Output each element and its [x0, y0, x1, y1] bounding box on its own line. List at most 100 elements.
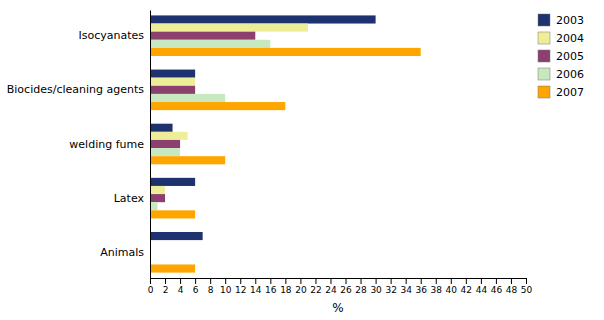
y-tick: welding fume [69, 138, 144, 151]
x-tick-mark [481, 278, 482, 284]
x-tick: 38 [431, 278, 443, 295]
x-tick: 8 [208, 278, 214, 295]
bar [150, 148, 180, 156]
bar [150, 70, 195, 78]
x-tick-label: 22 [310, 285, 321, 295]
x-tick-label: 38 [431, 285, 443, 295]
bar [150, 78, 195, 86]
x-tick-label: 30 [370, 285, 382, 295]
x-tick-mark [511, 278, 512, 284]
x-tick: 46 [491, 278, 503, 295]
x-tick: 12 [235, 278, 246, 295]
bar [150, 140, 180, 148]
legend-swatch [538, 68, 550, 80]
x-tick: 10 [220, 278, 232, 295]
bar-series [150, 32, 255, 203]
x-tick: 6 [193, 278, 199, 295]
x-tick: 0 [148, 278, 154, 295]
legend-item: 2007 [538, 86, 584, 99]
x-tick: 24 [325, 278, 337, 295]
x-tick: 42 [461, 278, 472, 295]
bar [150, 232, 203, 240]
y-tick: Animals [100, 246, 144, 259]
legend-label: 2007 [556, 86, 584, 99]
x-tick-mark [421, 278, 422, 284]
x-tick: 44 [476, 278, 488, 295]
x-tick-mark [361, 278, 362, 284]
y-tick: Isocyanates [78, 29, 144, 42]
plot-area: 0246810121416182022242628303234363840424… [7, 11, 533, 296]
bar [150, 24, 308, 32]
x-tick-label: 2 [163, 285, 169, 295]
legend-item: 2003 [538, 14, 584, 27]
bar [150, 264, 195, 272]
x-tick-label: 6 [193, 285, 199, 295]
x-tick: 40 [446, 278, 458, 295]
x-tick-label: 24 [325, 285, 337, 295]
legend-swatch [538, 14, 550, 26]
x-tick: 26 [340, 278, 352, 295]
bar-series [150, 40, 270, 211]
y-tick-label: Animals [100, 246, 144, 259]
legend-item: 2005 [538, 50, 584, 63]
bar [150, 86, 195, 94]
x-tick-label: 26 [340, 285, 352, 295]
bar [150, 202, 158, 210]
x-axis-line [151, 278, 527, 279]
x-tick-mark [150, 278, 151, 284]
legend-label: 2006 [556, 68, 584, 81]
x-tick-mark [466, 278, 467, 284]
chart-container: 0246810121416182022242628303234363840424… [0, 0, 604, 320]
bar [150, 102, 285, 110]
y-axis-line [150, 11, 151, 279]
x-tick-label: 18 [280, 285, 292, 295]
legend-item: 2004 [538, 32, 584, 45]
x-tick: 4 [178, 278, 184, 295]
bar [150, 210, 195, 218]
legend-swatch [538, 32, 550, 44]
x-tick-label: 34 [400, 285, 412, 295]
bar [150, 15, 376, 23]
legend-label: 2004 [556, 32, 584, 45]
x-tick-mark [330, 278, 331, 284]
x-tick: 36 [415, 278, 427, 295]
x-tick-label: 42 [461, 285, 472, 295]
x-tick-mark [451, 278, 452, 284]
x-tick-label: 36 [415, 285, 427, 295]
y-tick-label: Isocyanates [78, 29, 144, 42]
y-tick-label: welding fume [69, 138, 144, 151]
x-tick: 22 [310, 278, 321, 295]
x-tick: 32 [385, 278, 396, 295]
x-tick-label: 44 [476, 285, 488, 295]
x-tick-label: 50 [521, 285, 533, 295]
bar [150, 94, 225, 102]
bar [150, 124, 173, 132]
x-tick-mark [346, 278, 347, 284]
x-tick-mark [376, 278, 377, 284]
legend-label: 2005 [556, 50, 584, 63]
x-tick-label: 20 [295, 285, 307, 295]
x-tick-mark [526, 278, 527, 284]
y-tick: Biocides/cleaning agents [7, 83, 144, 96]
x-tick-mark [315, 278, 316, 284]
x-tick-label: 14 [250, 285, 262, 295]
x-tick-label: 28 [355, 285, 367, 295]
bar [150, 156, 225, 164]
bar [150, 194, 165, 202]
x-tick-mark [180, 278, 181, 284]
x-tick-mark [406, 278, 407, 284]
bars [150, 15, 421, 272]
x-tick-mark [391, 278, 392, 284]
x-tick: 14 [250, 278, 262, 295]
x-tick: 50 [521, 278, 533, 295]
x-tick-label: 10 [220, 285, 232, 295]
x-tick-label: 46 [491, 285, 503, 295]
x-tick: 28 [355, 278, 367, 295]
y-tick: Latex [114, 192, 145, 205]
x-tick: 48 [506, 278, 518, 295]
bar [150, 132, 188, 140]
x-tick: 2 [163, 278, 169, 295]
x-tick-label: 4 [178, 285, 184, 295]
x-tick: 18 [280, 278, 292, 295]
chart-svg: 0246810121416182022242628303234363840424… [0, 0, 604, 320]
